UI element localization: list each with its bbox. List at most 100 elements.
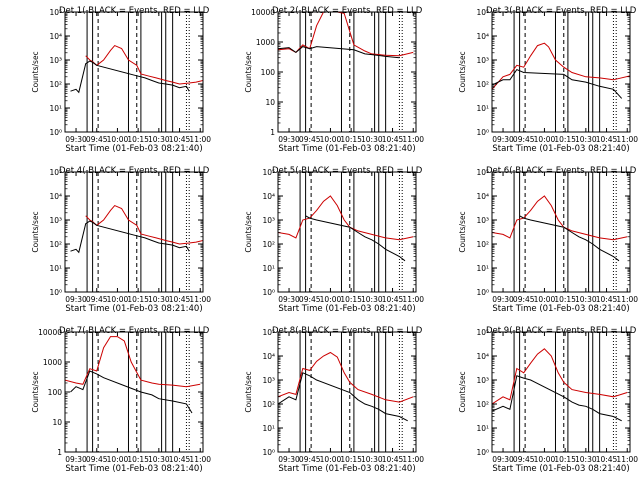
x-tick-label: 10:00 — [534, 295, 556, 304]
y-tick-label: 10⁰ — [476, 288, 489, 297]
y-tick-label: 10³ — [476, 376, 489, 385]
series-line-black — [519, 215, 620, 262]
panel-frame — [277, 171, 417, 293]
x-axis-label: Start Time (01-Feb-03 08:21:40) — [65, 464, 202, 474]
x-axis-label: Start Time (01-Feb-03 08:21:40) — [492, 464, 629, 474]
series-line-black — [305, 215, 406, 262]
y-axis-label: Counts/sec — [31, 51, 40, 92]
series-line-red — [65, 336, 201, 388]
x-tick-label: 11:00 — [402, 135, 424, 144]
y-axis-label: Counts/sec — [458, 211, 467, 252]
y-tick-label: 1000 — [43, 358, 62, 367]
y-tick-label: 10⁰ — [49, 128, 62, 137]
panel-title: Det 4(-BLACK = Events, RED = LLD — [59, 166, 210, 176]
x-tick-label: 10:15 — [127, 295, 149, 304]
x-tick-label: 10:00 — [534, 135, 556, 144]
y-tick-label: 10¹ — [476, 424, 489, 433]
x-tick-label: 10:00 — [320, 295, 342, 304]
y-tick-label: 100 — [261, 68, 276, 77]
x-tick-label: 10:45 — [382, 295, 404, 304]
y-tick-label: 10¹ — [476, 104, 489, 113]
x-tick-label: 10:00 — [320, 455, 342, 464]
x-tick-label: 10:30 — [361, 135, 383, 144]
x-tick-label: 10:30 — [361, 455, 383, 464]
x-tick-label: 10:00 — [320, 135, 342, 144]
y-axis-label: Counts/sec — [244, 371, 253, 412]
y-tick-label: 10⁴ — [476, 352, 489, 361]
y-tick-label: 10⁵ — [262, 168, 275, 177]
panel-1: Det 1(-BLACK = Events, RED = LLD 09:30 09:… — [31, 6, 211, 154]
x-tick-label: 09:45 — [299, 135, 321, 144]
y-tick-label: 10000 — [38, 328, 62, 337]
panel-content — [492, 172, 628, 292]
x-tick-label: 09:45 — [299, 295, 321, 304]
series-line-black — [278, 372, 408, 422]
y-tick-label: 10⁵ — [49, 8, 62, 17]
y-tick-label: 1000 — [256, 38, 275, 47]
x-tick-label: 09:45 — [513, 455, 535, 464]
y-axis-label: Counts/sec — [244, 211, 253, 252]
x-tick-label: 11:00 — [402, 295, 424, 304]
y-tick-label: 10³ — [476, 216, 489, 225]
x-tick-label: 09:45 — [513, 295, 535, 304]
y-tick-label: 10000 — [251, 8, 275, 17]
x-tick-label: 10:30 — [575, 455, 597, 464]
x-tick-label: 10:15 — [340, 135, 362, 144]
x-tick-label: 10:00 — [534, 455, 556, 464]
x-tick-label: 10:15 — [127, 135, 149, 144]
panel-content — [65, 332, 201, 452]
series-line-black — [70, 60, 190, 94]
y-tick-label: 10¹ — [476, 264, 489, 273]
x-tick-label: 11:00 — [189, 295, 211, 304]
x-tick-label: 11:00 — [402, 455, 424, 464]
x-tick-label: 10:00 — [107, 295, 129, 304]
x-tick-label: 09:45 — [86, 295, 108, 304]
x-axis-label: Start Time (01-Feb-03 08:21:40) — [65, 304, 202, 314]
y-tick-label: 10⁰ — [476, 448, 489, 457]
y-tick-label: 10² — [49, 80, 62, 89]
y-tick-label: 10 — [52, 418, 62, 427]
y-axis-label: Counts/sec — [458, 51, 467, 92]
x-tick-label: 10:15 — [554, 295, 576, 304]
x-tick-label: 11:00 — [616, 455, 638, 464]
x-tick-label: 10:30 — [148, 135, 170, 144]
panel-7: Det 7(-BLACK = Events, RED = LLD 09:30 09:… — [31, 326, 211, 474]
series-line-black — [70, 370, 193, 414]
panel-content — [278, 172, 414, 292]
x-tick-label: 10:15 — [554, 135, 576, 144]
y-tick-label: 10¹ — [262, 424, 275, 433]
x-axis-label: Start Time (01-Feb-03 08:21:40) — [65, 144, 202, 154]
panel-content — [278, 332, 414, 452]
panel-4: Det 4(-BLACK = Events, RED = LLD 09:30 09:… — [31, 166, 211, 314]
y-axis-label: Counts/sec — [458, 371, 467, 412]
y-tick-label: 10⁰ — [49, 288, 62, 297]
x-tick-label: 10:15 — [554, 455, 576, 464]
y-tick-label: 10⁵ — [476, 328, 489, 337]
x-tick-label: 09:30 — [492, 455, 514, 464]
x-axis-label: Start Time (01-Feb-03 08:21:40) — [492, 144, 629, 154]
x-tick-label: 10:15 — [127, 455, 149, 464]
x-tick-label: 09:45 — [299, 455, 321, 464]
x-tick-label: 09:30 — [65, 455, 87, 464]
x-tick-label: 11:00 — [616, 135, 638, 144]
y-tick-label: 10⁴ — [476, 192, 489, 201]
panel-content — [278, 12, 414, 132]
panel-frame — [64, 331, 204, 453]
x-axis-label: Start Time (01-Feb-03 08:21:40) — [278, 304, 415, 314]
panel-5: Det 5(-BLACK = Events, RED = LLD 09:30 09:… — [244, 166, 424, 314]
x-tick-label: 10:45 — [169, 135, 191, 144]
y-axis-label: Counts/sec — [31, 371, 40, 412]
x-tick-label: 10:45 — [596, 295, 618, 304]
y-tick-label: 10⁵ — [262, 328, 275, 337]
x-tick-label: 10:15 — [340, 455, 362, 464]
x-tick-label: 11:00 — [189, 455, 211, 464]
y-tick-label: 10 — [265, 98, 275, 107]
y-tick-label: 10³ — [49, 216, 62, 225]
x-tick-label: 09:45 — [513, 135, 535, 144]
panel-8: Det 8(-BLACK = Events, RED = LLD 09:30 09:… — [244, 326, 424, 474]
panel-content — [70, 12, 203, 132]
y-tick-label: 10⁰ — [262, 288, 275, 297]
y-tick-label: 10⁴ — [49, 192, 62, 201]
y-tick-label: 1 — [270, 128, 275, 137]
